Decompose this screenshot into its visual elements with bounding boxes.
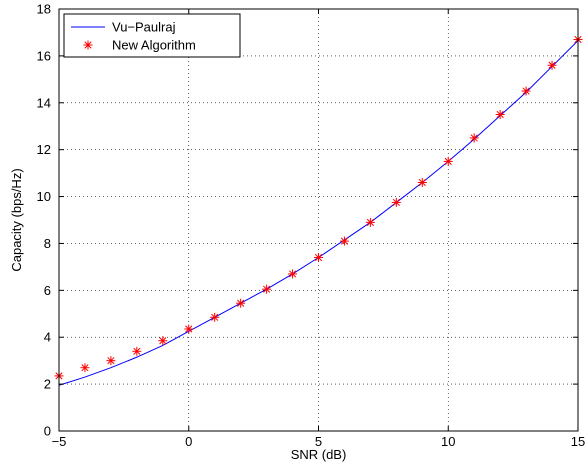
- data-point-new-algorithm: [339, 236, 349, 246]
- series-layer: [54, 34, 583, 386]
- data-point-new-algorithm: [106, 356, 116, 366]
- y-tick-label: 16: [37, 48, 51, 63]
- legend-label-vu-paulraj: Vu−Paulraj: [112, 20, 176, 35]
- x-axis-label: SNR (dB): [291, 447, 347, 462]
- legend: Vu−Paulraj New Algorithm: [63, 13, 241, 58]
- y-tick-label: 6: [44, 283, 51, 298]
- data-point-new-algorithm: [236, 298, 246, 308]
- data-point-new-algorithm: [210, 312, 220, 322]
- y-tick-label: 2: [44, 377, 51, 392]
- data-point-new-algorithm: [314, 253, 323, 263]
- y-axis-label: Capacity (bps/Hz): [9, 168, 24, 271]
- y-tick-label: 14: [37, 95, 51, 110]
- data-point-new-algorithm: [469, 133, 479, 143]
- data-point-new-algorithm: [495, 110, 505, 119]
- legend-label-new-algorithm: New Algorithm: [112, 38, 196, 53]
- y-tick-label: 12: [37, 142, 51, 157]
- y-tick-label: 0: [44, 424, 51, 439]
- x-tick-label: −5: [52, 434, 67, 449]
- y-tick-label: 8: [44, 236, 51, 251]
- x-tick-label: 5: [315, 434, 322, 449]
- data-point-new-algorithm: [443, 156, 453, 166]
- y-tick-label: 4: [44, 330, 51, 345]
- data-point-new-algorithm: [365, 217, 375, 227]
- x-tick-label: 10: [441, 434, 455, 449]
- data-point-new-algorithm: [158, 336, 168, 346]
- data-point-new-algorithm: [262, 284, 272, 294]
- y-tick-label: 10: [37, 189, 51, 204]
- legend-box: [63, 13, 241, 58]
- legend-star-marker: [83, 40, 93, 50]
- data-point-new-algorithm: [80, 363, 90, 373]
- data-point-new-algorithm: [547, 60, 557, 70]
- x-tick-label: 15: [571, 434, 585, 449]
- data-point-new-algorithm: [521, 86, 531, 96]
- grid: [59, 9, 578, 431]
- legend-marker-sample: [83, 40, 93, 50]
- data-point-new-algorithm: [417, 177, 427, 187]
- data-point-new-algorithm: [132, 346, 142, 356]
- data-point-new-algorithm: [391, 197, 401, 207]
- x-tick-label: 0: [185, 434, 192, 449]
- data-point-new-algorithm: [184, 324, 194, 334]
- y-tick-label: 18: [37, 2, 51, 17]
- data-point-new-algorithm: [288, 269, 298, 279]
